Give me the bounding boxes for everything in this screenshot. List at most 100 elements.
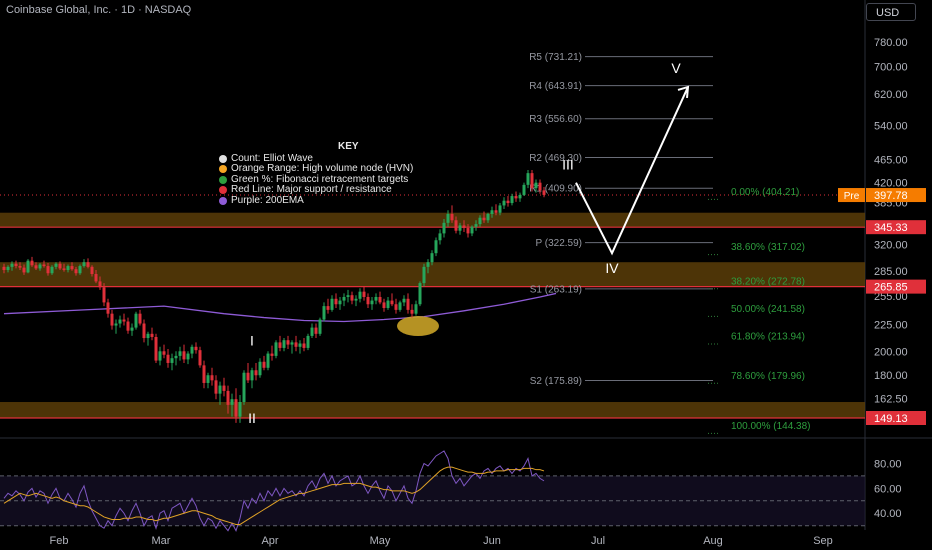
candle-body bbox=[506, 200, 510, 204]
price-axis-label: 620.00 bbox=[874, 89, 908, 101]
key-item-label: Purple: 200EMA bbox=[231, 194, 304, 206]
candle-body bbox=[498, 205, 502, 213]
candle-body bbox=[522, 184, 526, 195]
pivot-label: S2 (175.89) bbox=[530, 376, 582, 387]
candle-body bbox=[354, 298, 358, 301]
candle-body bbox=[202, 365, 206, 383]
candle-body bbox=[494, 210, 498, 213]
candle-body bbox=[70, 266, 74, 270]
candle-body bbox=[66, 266, 70, 271]
candle-body bbox=[42, 264, 46, 267]
candle-body bbox=[210, 375, 214, 381]
candle-body bbox=[182, 351, 186, 360]
candle-body bbox=[442, 222, 446, 234]
candle-body bbox=[138, 313, 142, 324]
pivot-label: R2 (469.30) bbox=[529, 153, 582, 164]
time-axis-label: Jul bbox=[591, 535, 605, 547]
candle-body bbox=[314, 327, 318, 334]
candle-body bbox=[502, 200, 506, 206]
candle-body bbox=[370, 300, 374, 305]
candle-body bbox=[366, 296, 370, 305]
candle-body bbox=[186, 353, 190, 360]
candle-body bbox=[486, 213, 490, 221]
candle-body bbox=[302, 343, 306, 348]
candle-body bbox=[434, 240, 438, 254]
pre-market-tag bbox=[838, 188, 865, 203]
price-axis-label: 200.00 bbox=[874, 346, 908, 358]
candle-body bbox=[74, 269, 78, 274]
candle-body bbox=[18, 266, 22, 268]
candle-body bbox=[466, 228, 470, 234]
price-axis-label: 780.00 bbox=[874, 37, 908, 49]
rsi-band bbox=[0, 475, 865, 526]
candle-body bbox=[178, 351, 182, 356]
candle-body bbox=[462, 225, 466, 229]
candle-body bbox=[378, 296, 382, 303]
candle-body bbox=[206, 375, 210, 383]
candle-body bbox=[410, 309, 414, 314]
time-axis-label: Mar bbox=[152, 535, 171, 547]
candle-body bbox=[198, 350, 202, 366]
candle-body bbox=[214, 380, 218, 394]
candle-body bbox=[30, 260, 34, 266]
candle-body bbox=[266, 353, 270, 368]
candle-body bbox=[490, 210, 494, 214]
candle-body bbox=[106, 302, 110, 314]
wave-label: I bbox=[250, 333, 254, 349]
pre-market-price-tag-label: 397.78 bbox=[874, 190, 908, 202]
candle-body bbox=[510, 196, 514, 204]
pivot-label: R4 (643.91) bbox=[529, 81, 582, 92]
candle-body bbox=[250, 370, 254, 381]
candle-body bbox=[358, 291, 362, 299]
chart-title: Coinbase Global, Inc. · 1D · NASDAQ bbox=[6, 4, 192, 16]
pre-market-tag-label: Pre bbox=[844, 191, 860, 202]
candle-body bbox=[82, 262, 86, 267]
candle-body bbox=[342, 296, 346, 301]
candle-body bbox=[362, 291, 366, 297]
hvn-zone bbox=[0, 212, 865, 228]
candle-body bbox=[246, 372, 250, 381]
candle-body bbox=[430, 253, 434, 263]
candle-body bbox=[190, 346, 194, 354]
price-axis-label: 180.00 bbox=[874, 370, 908, 382]
key-item: Red Line: Major support / resistance bbox=[219, 184, 479, 196]
candle-body bbox=[38, 264, 42, 269]
currency-button[interactable]: USD bbox=[866, 3, 916, 21]
candle-body bbox=[22, 267, 26, 273]
candle-body bbox=[102, 287, 106, 303]
price-axis-label: 225.00 bbox=[874, 320, 908, 332]
key-item-label: Green %: Fibonacci retracement targets bbox=[231, 173, 409, 185]
candle-body bbox=[58, 263, 62, 269]
projection-arrowhead bbox=[677, 85, 690, 99]
candle-body bbox=[534, 182, 538, 189]
wave-label: IV bbox=[605, 260, 619, 276]
price-axis-label: 420.00 bbox=[874, 178, 908, 190]
key-title: KEY bbox=[338, 141, 359, 152]
key-item: Purple: 200EMA bbox=[219, 194, 479, 207]
candle-body bbox=[274, 342, 278, 356]
candle-body bbox=[238, 402, 242, 417]
price-axis-label: 320.00 bbox=[874, 239, 908, 251]
candle-body bbox=[374, 296, 378, 301]
candle-body bbox=[346, 295, 350, 297]
candle-body bbox=[242, 372, 246, 403]
candle-body bbox=[514, 196, 518, 199]
candle-body bbox=[2, 266, 6, 271]
fib-label: 38.20% (272.78) bbox=[731, 276, 805, 287]
candle-body bbox=[90, 266, 94, 275]
candle-body bbox=[230, 399, 234, 405]
candle-body bbox=[222, 385, 226, 391]
candle-body bbox=[98, 281, 102, 288]
candle-body bbox=[418, 283, 422, 305]
candle-body bbox=[14, 263, 18, 267]
rsi-axis-label: 60.00 bbox=[874, 483, 902, 495]
candle-body bbox=[258, 361, 262, 376]
candle-body bbox=[298, 343, 302, 347]
candle-body bbox=[254, 370, 258, 376]
candle-body bbox=[50, 266, 54, 274]
candle-body bbox=[142, 323, 146, 339]
price-axis-label: 162.50 bbox=[874, 393, 908, 405]
price-axis-label: 255.00 bbox=[874, 291, 908, 303]
candle-body bbox=[294, 342, 298, 347]
